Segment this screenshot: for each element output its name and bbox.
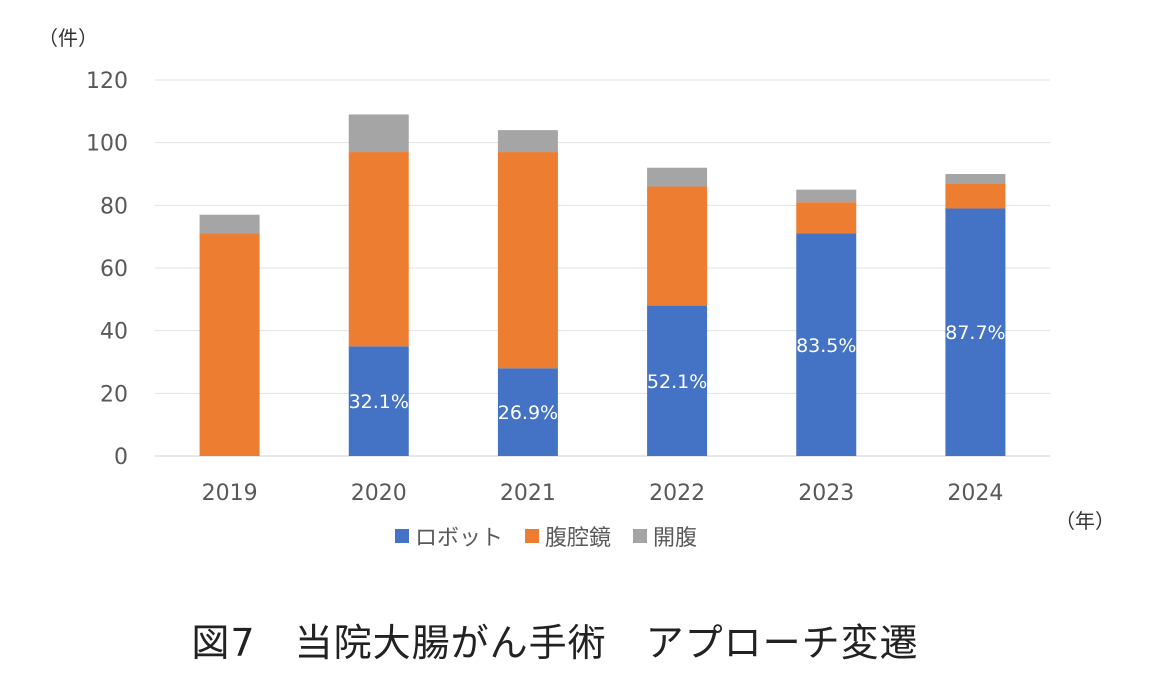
- bar-segment: [199, 214, 260, 234]
- bar-segment: [647, 167, 708, 187]
- y-axis-unit: （件）: [38, 26, 98, 50]
- data-label: 87.7%: [945, 322, 1005, 344]
- y-tick-label: 20: [100, 382, 128, 407]
- bar-segment: [497, 368, 558, 456]
- bar-segment: [796, 233, 857, 456]
- y-tick-label: 60: [100, 257, 128, 282]
- bar-segment: [647, 305, 708, 456]
- data-label: 83.5%: [796, 335, 856, 357]
- y-tick-label: 0: [114, 445, 128, 470]
- x-tick-label: 2024: [947, 481, 1003, 506]
- bar-segment: [945, 174, 1006, 184]
- x-tick-label: 2023: [798, 481, 854, 506]
- bar-segment: [945, 208, 1006, 456]
- y-tick-label: 120: [86, 69, 128, 94]
- bar-segment: [945, 183, 1006, 209]
- x-tick-label: 2022: [649, 481, 705, 506]
- bar-segment: [348, 346, 409, 456]
- data-label: 26.9%: [498, 402, 558, 424]
- bar-segment: [497, 130, 558, 153]
- bar-segment: [796, 189, 857, 203]
- legend-label: ロボット: [415, 526, 504, 551]
- legend-swatch: [395, 529, 409, 543]
- x-tick-label: 2021: [500, 481, 556, 506]
- data-label: 32.1%: [349, 391, 409, 413]
- legend-label: 開腹: [653, 526, 698, 551]
- bar-segment: [647, 186, 708, 306]
- bar-segment: [796, 202, 857, 234]
- legend-swatch: [525, 529, 540, 543]
- y-tick-label: 80: [100, 194, 128, 219]
- legend-item-robot: ロボット: [395, 520, 503, 552]
- figure-title: 図7 当院大腸がん手術 アプローチ変遷: [191, 621, 919, 665]
- y-tick-label: 40: [100, 320, 128, 345]
- bar-segment: [497, 152, 558, 369]
- legend-swatch: [633, 529, 648, 543]
- x-tick-label: 2019: [202, 481, 258, 506]
- legend: ロボット 腹腔鏡 開腹: [395, 520, 697, 552]
- bar-segment: [348, 114, 409, 153]
- data-label: 52.1%: [647, 371, 707, 393]
- bar-segment: [199, 233, 260, 456]
- x-axis-unit: （年）: [1055, 509, 1115, 533]
- legend-item-open: 開腹: [633, 520, 697, 552]
- legend-label: 腹腔鏡: [545, 526, 612, 551]
- x-tick-label: 2020: [351, 481, 407, 506]
- y-tick-label: 100: [86, 132, 128, 157]
- bar-segment: [348, 152, 409, 347]
- legend-item-laparoscopic: 腹腔鏡: [525, 520, 611, 552]
